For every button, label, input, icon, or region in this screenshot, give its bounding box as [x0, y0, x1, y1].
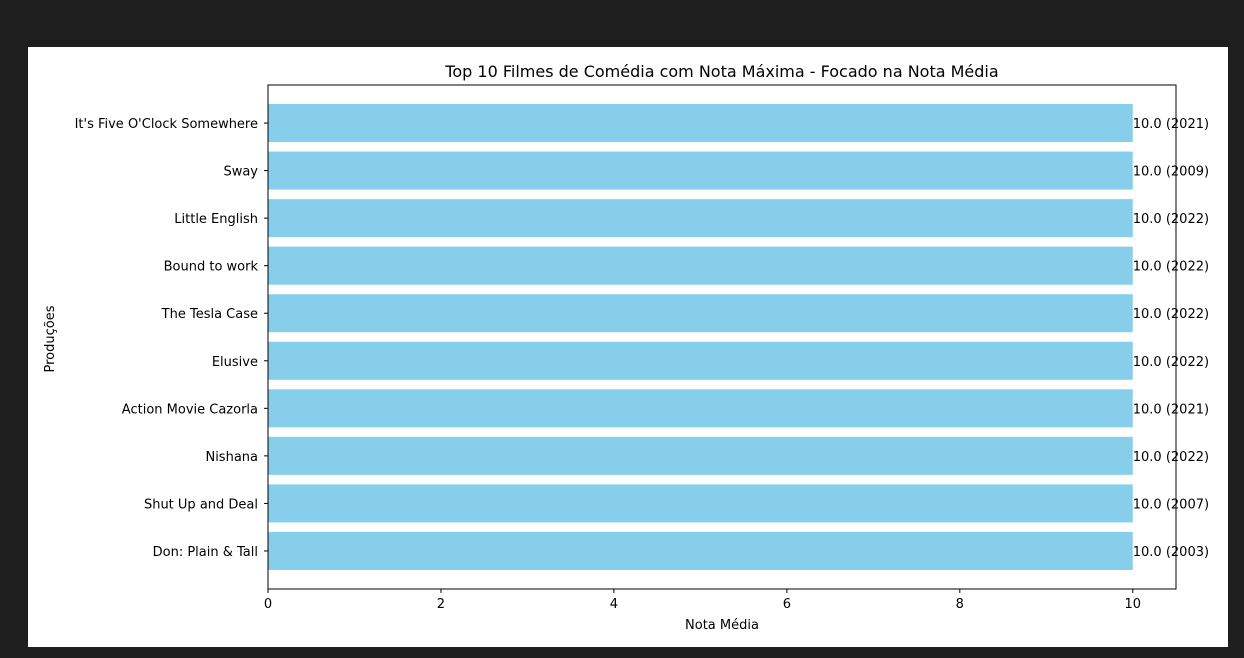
data-label: 10.0 (2022) [1133, 260, 1209, 275]
y-tick-label: Nishana [205, 450, 258, 465]
bar [268, 294, 1133, 333]
data-label: 10.0 (2021) [1133, 117, 1209, 132]
bar [268, 531, 1133, 570]
data-label: 10.0 (2022) [1133, 355, 1209, 370]
bar [268, 151, 1133, 190]
bar [268, 341, 1133, 380]
bars-layer [268, 104, 1133, 570]
data-label: 10.0 (2007) [1133, 497, 1209, 512]
y-tick-label: Bound to work [164, 260, 259, 275]
bar [268, 389, 1133, 428]
x-tick-label: 2 [437, 597, 445, 612]
x-tick-label: 4 [610, 597, 618, 612]
bar [268, 104, 1133, 143]
y-axis-label: Produções [43, 305, 58, 372]
y-tick-label: Elusive [212, 355, 258, 370]
x-tick-label: 10 [1124, 597, 1141, 612]
y-tick-label: It's Five O'Clock Somewhere [75, 117, 258, 132]
x-tick-label: 6 [783, 597, 791, 612]
bar [268, 246, 1133, 285]
x-tick-label: 0 [264, 597, 272, 612]
y-tick-label: Action Movie Cazorla [122, 402, 258, 417]
data-label: 10.0 (2022) [1133, 212, 1209, 227]
y-tick-label: The Tesla Case [161, 307, 258, 322]
data-label: 10.0 (2009) [1133, 165, 1209, 180]
chart-canvas: Top 10 Filmes de Comédia com Nota Máxima… [43, 62, 1209, 633]
y-tick-label: Don: Plain & Tall [153, 545, 258, 560]
y-tick-label: Shut Up and Deal [144, 497, 258, 512]
chart-title: Top 10 Filmes de Comédia com Nota Máxima… [444, 62, 998, 81]
x-tick-label: 8 [956, 597, 964, 612]
bar [268, 436, 1133, 475]
x-axis-label: Nota Média [685, 618, 759, 633]
data-label: 10.0 (2022) [1133, 450, 1209, 465]
bar [268, 484, 1133, 523]
plot-frame [267, 84, 1177, 590]
chart-figure: Top 10 Filmes de Comédia com Nota Máxima… [28, 47, 1228, 647]
data-label: 10.0 (2021) [1133, 402, 1209, 417]
bar [268, 199, 1133, 238]
y-tick-label: Sway [223, 165, 258, 180]
data-labels-layer: 10.0 (2021) 10.0 (2009) 10.0 (2022) 10.0 (2… [1133, 117, 1209, 560]
y-tick-label: Little English [174, 212, 258, 227]
data-label: 10.0 (2003) [1133, 545, 1209, 560]
data-label: 10.0 (2022) [1133, 307, 1209, 322]
axes-layer: It's Five O'Clock Somewhere Sway Little En… [75, 84, 1177, 612]
